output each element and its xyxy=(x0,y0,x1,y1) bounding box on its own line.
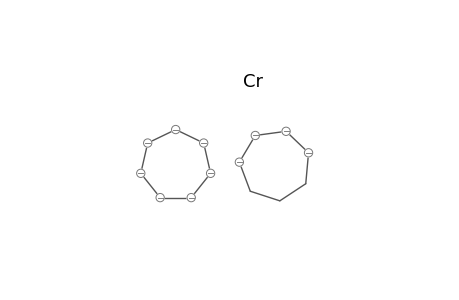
Circle shape xyxy=(251,131,259,140)
Circle shape xyxy=(206,169,214,178)
Circle shape xyxy=(304,148,312,157)
Circle shape xyxy=(281,127,290,136)
Circle shape xyxy=(136,169,145,178)
Text: Cr: Cr xyxy=(242,73,263,91)
Circle shape xyxy=(171,125,179,134)
Circle shape xyxy=(143,139,151,147)
Circle shape xyxy=(199,139,207,147)
Circle shape xyxy=(156,194,164,202)
Circle shape xyxy=(187,194,195,202)
Circle shape xyxy=(235,158,243,166)
